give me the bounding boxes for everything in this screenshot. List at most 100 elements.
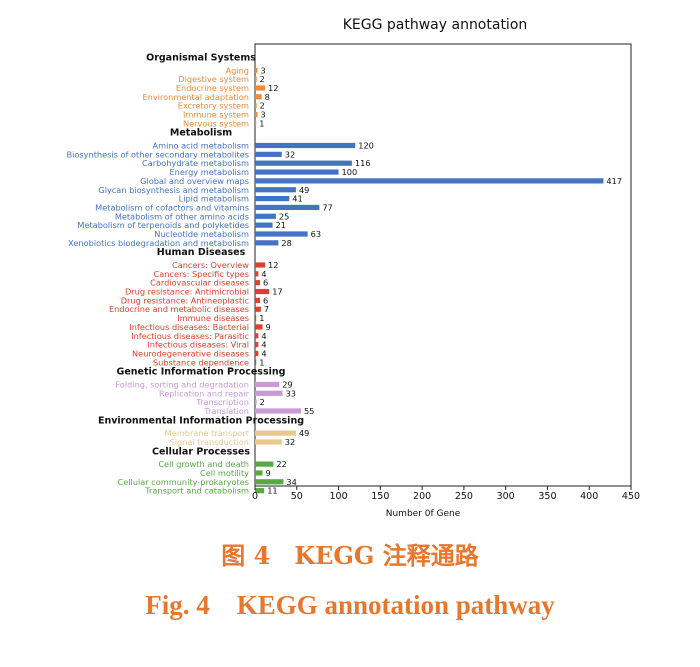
category-label-2-2: Cardiovascular diseases — [150, 278, 249, 288]
bar-1-5 — [255, 187, 296, 193]
category-label-1-5: Glycan biosynthesis and metabolism — [98, 185, 249, 195]
value-label-2-11: 1 — [259, 357, 264, 367]
category-label-2-8: Infectious diseases: Parasitic — [131, 331, 249, 341]
category-label-2-7: Infectious diseases: Bacterial — [129, 322, 249, 332]
group-label-0: Organismal Systems — [146, 53, 256, 64]
bar-3-3 — [255, 408, 301, 414]
value-label-2-4: 6 — [263, 295, 268, 305]
value-label-1-4: 417 — [606, 176, 622, 186]
x-tick-label-5: 250 — [455, 491, 473, 502]
bar-5-0 — [255, 461, 274, 467]
category-label-1-9: Metabolism of terpenoids and polyketides — [77, 220, 249, 230]
category-label-1-3: Energy metabolism — [169, 167, 249, 177]
bar-5-3 — [255, 488, 265, 494]
value-label-1-9: 21 — [276, 220, 286, 230]
bar-2-7 — [255, 324, 263, 330]
kegg-figure: KEGG pathway annotation Organismal System… — [67, 17, 641, 519]
category-label-5-1: Cell motility — [200, 468, 249, 478]
bar-1-3 — [255, 169, 339, 175]
plot-frame — [254, 43, 632, 487]
bar-0-4 — [255, 103, 257, 109]
bar-2-1 — [255, 271, 259, 277]
bar-2-9 — [255, 342, 259, 348]
category-label-4-1: Signal transduction — [170, 437, 249, 447]
value-label-2-5: 7 — [264, 304, 269, 314]
value-label-1-1: 32 — [285, 149, 295, 159]
bar-2-6 — [255, 315, 257, 321]
category-label-1-0: Amino acid metabolism — [153, 141, 250, 151]
bar-2-0 — [255, 262, 266, 268]
category-label-4-0: Membrane transport — [165, 428, 250, 438]
group-label-3: Genetic Information Processing — [117, 367, 286, 378]
category-label-2-1: Cancers: Specific types — [154, 269, 249, 279]
x-tick-label-0: 0 — [252, 491, 258, 502]
bar-3-1 — [255, 390, 283, 396]
value-label-2-2: 6 — [263, 278, 268, 288]
bar-0-5 — [255, 111, 258, 118]
value-label-0-3: 8 — [265, 92, 270, 102]
value-label-5-1: 9 — [266, 468, 271, 478]
x-tick-label-2: 100 — [329, 491, 347, 502]
bar-3-0 — [255, 381, 280, 388]
value-label-3-1: 33 — [286, 388, 296, 398]
value-label-3-0: 29 — [282, 379, 292, 389]
bar-4-0 — [255, 430, 296, 436]
category-label-2-6: Immune diseases — [177, 313, 249, 323]
value-label-1-7: 77 — [322, 202, 332, 212]
bar-1-10 — [255, 231, 308, 237]
value-label-0-5: 3 — [261, 110, 266, 120]
bar-2-11 — [255, 359, 257, 365]
bar-0-3 — [255, 94, 262, 100]
bar-5-2 — [255, 479, 284, 485]
value-label-5-2: 34 — [286, 477, 296, 487]
bar-1-8 — [255, 213, 276, 219]
x-tick-label-4: 200 — [413, 491, 431, 502]
kegg-bar-chart: KEGG pathway annotation Organismal System… — [67, 17, 641, 519]
category-label-1-10: Nucleotide metabolism — [154, 229, 249, 239]
bar-1-6 — [255, 196, 290, 202]
value-label-2-3: 17 — [272, 287, 282, 297]
value-label-1-10: 63 — [311, 229, 321, 239]
bar-2-4 — [255, 297, 261, 303]
category-label-0-2: Endocrine system — [176, 83, 249, 93]
value-label-4-0: 49 — [299, 428, 309, 438]
category-label-2-11: Substance dependence — [153, 357, 249, 367]
category-label-2-3: Drug resistance: Antimicrobial — [125, 287, 249, 297]
value-label-0-2: 12 — [268, 83, 278, 93]
value-label-5-3: 11 — [267, 486, 277, 496]
value-label-1-0: 120 — [358, 141, 374, 151]
category-label-0-1: Digestive system — [178, 74, 249, 84]
category-label-5-0: Cell growth and death — [158, 459, 249, 469]
bar-2-5 — [255, 306, 261, 312]
x-tick-label-1: 50 — [291, 491, 303, 502]
value-label-5-0: 22 — [276, 459, 286, 469]
value-label-0-0: 3 — [261, 65, 266, 75]
category-label-2-5: Endocrine and metabolic diseases — [109, 304, 249, 314]
category-label-0-3: Environmental adaptation — [142, 92, 249, 102]
category-label-3-1: Replication and repair — [159, 388, 250, 398]
category-label-1-6: Lipid metabolism — [179, 194, 249, 204]
value-label-1-3: 100 — [342, 167, 358, 177]
value-label-0-6: 1 — [259, 118, 264, 128]
bar-1-1 — [255, 151, 282, 157]
category-label-2-9: Infectious diseases: Viral — [147, 340, 249, 350]
chart-title: KEGG pathway annotation — [343, 17, 528, 33]
x-tick-label-9: 450 — [622, 491, 640, 502]
bar-1-2 — [255, 160, 352, 166]
category-label-1-7: Metabolism of cofactors and vitamins — [95, 202, 249, 212]
category-label-5-3: Transport and catabolism — [144, 486, 249, 496]
bar-2-2 — [255, 280, 261, 286]
value-label-1-6: 41 — [292, 194, 302, 204]
value-label-3-3: 55 — [304, 406, 314, 416]
category-label-1-1: Biosynthesis of other secondary metaboli… — [67, 149, 250, 159]
bar-0-1 — [255, 76, 257, 82]
bar-3-2 — [255, 399, 257, 405]
bar-5-1 — [255, 470, 263, 476]
x-tick-label-6: 300 — [497, 491, 515, 502]
category-label-1-2: Carbohydrate metabolism — [142, 158, 249, 168]
bar-1-9 — [255, 222, 273, 228]
category-label-3-2: Transcription — [195, 397, 249, 407]
bar-1-7 — [255, 204, 320, 211]
bar-1-4 — [255, 178, 604, 184]
value-label-1-11: 28 — [281, 238, 291, 248]
